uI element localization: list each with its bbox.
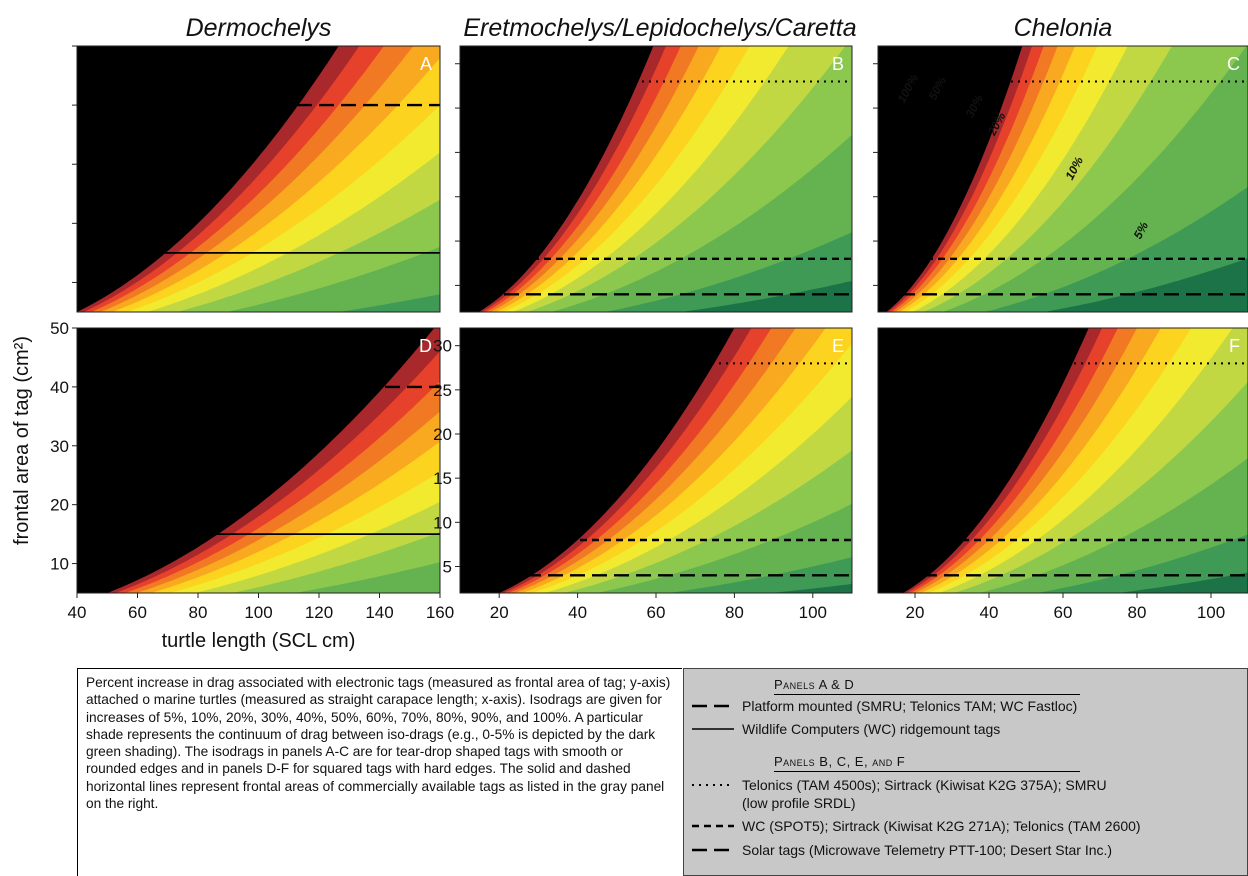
x-tick-label: 100 [244, 603, 272, 622]
panel-B: B [455, 45, 853, 313]
solid-line-icon [692, 728, 734, 730]
panel-frame [459, 45, 853, 313]
column-title-chelonia: Chelonia [1013, 14, 1113, 42]
panel-frame [76, 45, 441, 313]
x-tick-label: 100 [1197, 603, 1225, 622]
y-tick-label: 10 [433, 513, 452, 532]
legend-text: Telonics (TAM 4500s); Sirtrack (Kiwisat … [742, 777, 1107, 812]
isodrag-bands: 100% 50%30%20%10%5% [878, 46, 1248, 312]
legend-text: Wildlife Computers (WC) ridgemount tags [742, 721, 1001, 737]
x-tick-label: 80 [1128, 603, 1147, 622]
x-tick-label: 40 [980, 603, 999, 622]
x-axis-label: turtle length (SCL cm) [162, 630, 356, 652]
long-dash-line-icon [692, 704, 734, 708]
panel-C: 100% 50%30%20%10%5%C [873, 45, 1248, 313]
isodrag-bands [878, 328, 1248, 593]
panel-F: F 20 40 60 80 100 [877, 327, 1248, 622]
isodrag-bands [77, 46, 440, 312]
column-title-dermochelys: Dermochelys [185, 14, 332, 42]
x-tick-label: 160 [426, 603, 454, 622]
x-tick-label: 80 [189, 603, 208, 622]
isodrag-bands [460, 46, 852, 312]
legend-heading-panels-bcef: Panels B, C, E, and F [774, 754, 1080, 772]
y-axis-label: frontal area of tag (cm²) [11, 336, 33, 545]
isodrag-contour-figure: A B 100% 50%30%20%10%5%C D 10 20 30 40 50 40 60 80 10… [11, 45, 1248, 652]
x-tick-label: 80 [725, 603, 744, 622]
panel-letter: F [1229, 336, 1240, 356]
caption-text: Percent increase in drag associated with… [86, 675, 671, 811]
x-tick-label: 40 [68, 603, 87, 622]
legend-item-telonics-tam4500: Telonics (TAM 4500s); Sirtrack (Kiwisat … [692, 776, 1122, 812]
isodrag-band-100-percent [460, 46, 654, 312]
y-tick-label: 50 [50, 319, 69, 338]
y-tick-label: 20 [50, 496, 69, 515]
y-tick-label: 30 [433, 337, 452, 356]
y-tick-label: 10 [50, 555, 69, 574]
x-tick-label: 20 [490, 603, 509, 622]
legend-item-platform-mounted: Platform mounted (SMRU; Telonics TAM; WC… [692, 697, 1077, 715]
long-dash-line-icon [692, 848, 734, 852]
x-tick-label: 40 [568, 603, 587, 622]
panel-letter: D [419, 336, 432, 356]
legend-text: WC (SPOT5); Sirtrack (Kiwisat K2G 271A);… [742, 818, 1141, 834]
x-tick-label: 60 [128, 603, 147, 622]
x-tick-label: 60 [1054, 603, 1073, 622]
y-tick-label: 30 [50, 437, 69, 456]
y-tick-label: 40 [50, 378, 69, 397]
isodrag-bands [460, 328, 852, 593]
isodrag-bands [77, 328, 440, 593]
panel-letter: B [832, 54, 844, 74]
figure-caption: Percent increase in drag associated with… [77, 668, 682, 876]
panel-E: E 5 10 15 20 25 30 20 40 60 80 100 [433, 327, 853, 622]
y-tick-label: 25 [433, 381, 452, 400]
y-tick-label: 20 [433, 425, 452, 444]
legend-item-solar-tags: Solar tags (Microwave Telemetry PTT-100;… [692, 841, 1112, 859]
panel-A: A [72, 45, 441, 313]
tag-legend: Panels A & D Platform mounted (SMRU; Tel… [683, 668, 1248, 876]
x-tick-label: 60 [647, 603, 666, 622]
legend-text: Platform mounted (SMRU; Telonics TAM; WC… [742, 698, 1078, 714]
isodrag-band-100-percent [460, 328, 735, 593]
legend-heading-panels-ad: Panels A & D [774, 677, 1080, 695]
panel-letter: A [420, 54, 432, 74]
legend-item-spot5: WC (SPOT5); Sirtrack (Kiwisat K2G 271A);… [692, 817, 1141, 835]
panel-letter: C [1227, 54, 1240, 74]
isodrag-band-100-percent [77, 328, 435, 593]
x-tick-label: 100 [799, 603, 827, 622]
x-tick-label: 140 [365, 603, 393, 622]
legend-item-ridgemount: Wildlife Computers (WC) ridgemount tags [692, 720, 1000, 738]
y-tick-label: 5 [443, 558, 452, 577]
dotted-line-icon [692, 784, 734, 786]
short-dash-line-icon [692, 824, 734, 828]
y-tick-label: 15 [433, 469, 452, 488]
isodrag-band-100-percent [77, 46, 339, 312]
legend-text: Solar tags (Microwave Telemetry PTT-100;… [742, 842, 1113, 858]
panel-D: D 10 20 30 40 50 40 60 80 100 120 140 160 turtle leng… [11, 319, 454, 652]
panel-frame [877, 45, 1248, 313]
panel-letter: E [832, 336, 844, 356]
x-tick-label: 20 [906, 603, 925, 622]
isodrag-band-100-percent [878, 46, 1023, 312]
x-tick-label: 120 [305, 603, 333, 622]
isodrag-band-100-percent [878, 328, 1089, 593]
column-title-hardshell: Eretmochelys/Lepidochelys/Caretta [463, 14, 857, 42]
